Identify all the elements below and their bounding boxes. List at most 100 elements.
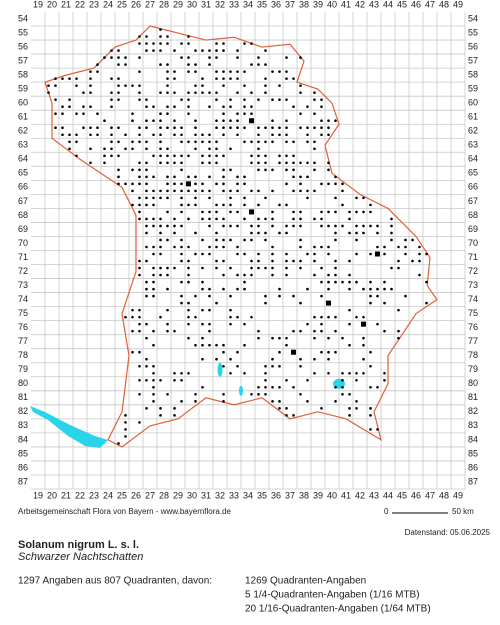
record-dot [285, 378, 288, 382]
record-dot [285, 77, 288, 80]
record-dot [173, 217, 176, 221]
record-dot [320, 350, 323, 354]
record-dot [194, 294, 197, 298]
row-label: 74 [18, 294, 28, 304]
record-dot [117, 168, 120, 172]
record-dot [390, 238, 393, 242]
record-dot [264, 301, 267, 305]
record-dot [173, 175, 176, 179]
record-dot [166, 126, 169, 130]
record-dot [110, 147, 113, 151]
record-dot [313, 357, 316, 361]
record-dot [187, 63, 190, 66]
record-dot [348, 287, 351, 291]
record-dot [334, 329, 337, 333]
record-dot [215, 357, 218, 361]
record-dot [250, 238, 253, 242]
record-dot [285, 126, 288, 130]
record-dot [152, 245, 155, 249]
row-label: 70 [468, 238, 478, 248]
record-dot [110, 105, 113, 108]
record-dot [166, 77, 169, 80]
record-dot [257, 231, 260, 235]
record-dot [313, 161, 316, 165]
record-dot [299, 301, 302, 305]
column-label: 21 [61, 0, 71, 9]
record-dot [397, 308, 400, 312]
record-dot [278, 364, 281, 368]
record-dot [138, 273, 141, 277]
column-label: 22 [75, 490, 85, 500]
record-dot [285, 182, 288, 186]
scale-start: 0 [384, 507, 389, 516]
record-dot [201, 266, 204, 270]
record-dot [173, 266, 176, 270]
record-dot [194, 119, 197, 123]
row-label: 71 [18, 252, 28, 262]
record-dot [264, 378, 267, 382]
record-dot [285, 266, 288, 270]
record-dot [222, 343, 225, 347]
record-dot [229, 224, 232, 228]
record-dot [341, 336, 344, 340]
record-dot [243, 343, 246, 347]
row-label: 59 [18, 84, 28, 94]
record-dot [341, 189, 344, 193]
record-dot [292, 259, 295, 263]
record-dot [159, 35, 162, 38]
record-dot [145, 224, 148, 228]
record-dot [236, 245, 239, 249]
column-label: 32 [215, 490, 225, 500]
record-dot [236, 70, 239, 73]
record-dot [229, 322, 232, 326]
record-dot [334, 400, 337, 403]
record-dot [117, 84, 120, 87]
record-dot [271, 126, 274, 130]
record-dot [159, 91, 162, 94]
record-dot [180, 224, 183, 228]
record-dot [313, 273, 316, 277]
record-dot [96, 126, 99, 130]
record-dot [145, 98, 148, 101]
record-dot [103, 161, 106, 165]
record-dot [334, 231, 337, 235]
record-dot [166, 161, 169, 165]
record-dot [362, 336, 365, 340]
record-dot [166, 105, 169, 108]
record-dot [292, 175, 295, 179]
record-dot [208, 49, 211, 52]
record-dot [208, 322, 211, 326]
record-dot [425, 280, 428, 284]
record-dot [271, 217, 274, 221]
record-dot [208, 91, 211, 94]
record-dot [327, 336, 330, 340]
record-dot [341, 371, 344, 375]
record-dot [299, 161, 302, 165]
record-dot [194, 315, 197, 319]
record-dot [397, 329, 400, 333]
record-dot [96, 133, 99, 137]
row-label: 61 [468, 112, 478, 122]
record-dot [166, 210, 169, 214]
record-dot [124, 182, 127, 186]
record-dot [117, 140, 120, 144]
record-dot [208, 189, 211, 193]
record-dot [201, 385, 204, 389]
record-dot [215, 70, 218, 73]
record-dot [299, 56, 302, 59]
record-dot [355, 378, 358, 382]
record-dot [362, 287, 365, 291]
record-dot [236, 56, 239, 59]
record-dot [187, 266, 190, 270]
record-square [361, 321, 366, 327]
record-dot [89, 147, 92, 151]
record-dot [299, 189, 302, 193]
record-dot [327, 280, 330, 284]
record-dot [117, 126, 120, 130]
record-dot [159, 414, 162, 417]
record-dot [348, 210, 351, 214]
record-dot [159, 119, 162, 123]
row-label: 84 [18, 434, 28, 444]
record-dot [341, 224, 344, 228]
record-dot [75, 133, 78, 137]
